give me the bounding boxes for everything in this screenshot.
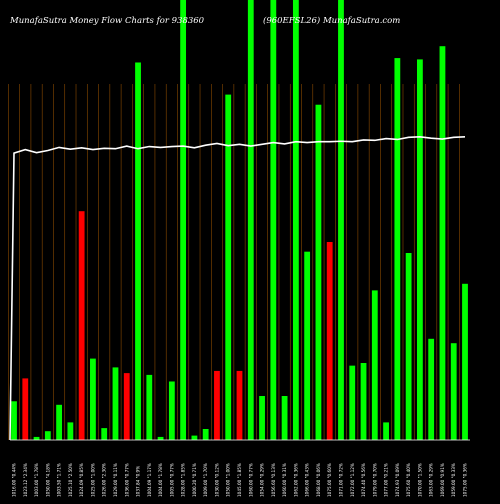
x-tick-label: 1024.09 "0.85% bbox=[79, 463, 84, 497]
x-tick-label: 1023.12 "2.34% bbox=[23, 463, 28, 497]
bar-up-35 bbox=[405, 253, 412, 440]
x-tick-label: 1029.00 "0.11% bbox=[113, 463, 118, 497]
x-tick-label: 1056.60 "0.13% bbox=[271, 463, 276, 497]
bar-down-1 bbox=[22, 378, 29, 440]
x-tick-label: 1072.00 "1.12% bbox=[350, 463, 355, 497]
price-line-layer bbox=[9, 136, 466, 441]
bar-up-22 bbox=[259, 396, 265, 440]
x-tick-label: 1071.00 "0.72% bbox=[338, 463, 343, 497]
x-tick-label: 1068.00 "0.06% bbox=[316, 463, 321, 497]
bar-up-39 bbox=[450, 343, 457, 440]
x-tick-label: 1050.00 "1.00% bbox=[226, 463, 231, 497]
bar-up-23 bbox=[270, 0, 277, 440]
x-tick-label: 1054.00 "0.29% bbox=[260, 463, 265, 497]
bar-up-11 bbox=[135, 62, 141, 440]
x-tick-label: 1004.00 "1.78% bbox=[158, 463, 163, 497]
x-tick-label: 1037.84 "0.9% bbox=[136, 466, 141, 497]
bar-up-17 bbox=[202, 429, 209, 440]
x-tick-label: 1070.00 "1.50% bbox=[417, 463, 422, 497]
bar-up-29 bbox=[338, 0, 344, 440]
x-tick-label: 1077.00 "0.21% bbox=[384, 463, 389, 497]
price-line bbox=[9, 136, 466, 441]
bar-up-8 bbox=[101, 428, 108, 440]
x-tick-label: 1026.00 "2.30% bbox=[102, 463, 107, 497]
chart-subtitle: (960EFSL26) MunafaSutra.com bbox=[263, 15, 400, 26]
chart-title: MunafaSutra Money Flow Charts for 938360 bbox=[9, 16, 205, 26]
bar-up-19 bbox=[225, 94, 232, 440]
bar-down-28 bbox=[326, 242, 333, 440]
bar-up-3 bbox=[44, 431, 51, 440]
x-tick-label: 1069.00 "0.91% bbox=[440, 463, 445, 497]
bar-up-36 bbox=[417, 59, 423, 441]
bar-up-38 bbox=[439, 46, 446, 440]
grid-layer bbox=[8, 84, 460, 440]
bar-up-5 bbox=[67, 422, 74, 440]
x-tick-label: 1009.00 "1.70% bbox=[203, 463, 208, 497]
bar-up-26 bbox=[304, 251, 311, 440]
bar-up-30 bbox=[349, 365, 356, 440]
bar-up-31 bbox=[360, 363, 367, 440]
bar-up-24 bbox=[281, 396, 288, 440]
x-tick-label: 1003.50 "1.71% bbox=[57, 463, 62, 497]
bar-down-18 bbox=[214, 370, 220, 440]
x-tick-label: 1003.00 "1.78% bbox=[34, 463, 39, 497]
x-tick-label: 1075.60 "0.40% bbox=[406, 463, 411, 497]
bar-up-40 bbox=[462, 283, 468, 440]
x-tick-label: 1016.00 "0.44% bbox=[12, 463, 17, 497]
bar-down-20 bbox=[236, 370, 243, 440]
x-tick-label: 1000.20 "0.71% bbox=[192, 463, 197, 497]
bar-up-15 bbox=[180, 0, 187, 440]
x-tick-label: 1079.00 "0.70% bbox=[372, 463, 377, 497]
bar-up-4 bbox=[56, 404, 62, 440]
x-tick-label: 1075.00 "0.36% bbox=[463, 463, 468, 497]
x-tick-label: 1004.09 "1.17% bbox=[147, 463, 152, 497]
bar-up-12 bbox=[146, 374, 153, 440]
bar-up-27 bbox=[315, 104, 322, 440]
bar-up-25 bbox=[292, 0, 299, 440]
bar-up-0 bbox=[11, 401, 17, 440]
x-tick-label: 1045.00 "1.85% bbox=[237, 463, 242, 497]
bar-down-6 bbox=[78, 211, 85, 440]
bar-up-34 bbox=[394, 58, 401, 440]
x-tick-label: 1066.00 "0.43% bbox=[305, 463, 310, 497]
x-tick-label: 1062.00 "0.36% bbox=[293, 463, 298, 497]
bar-up-7 bbox=[90, 358, 96, 440]
x-tick-label: 1060.00 "0.31% bbox=[282, 463, 287, 497]
bar-up-14 bbox=[168, 381, 175, 440]
x-tick-label: 1074.93 "0.09% bbox=[395, 463, 400, 497]
x-tick-labels: 1016.00 "0.44% 1023.12 "2.34% 1003.00 "1.7… bbox=[12, 463, 468, 497]
x-tick-label: 1036.00 "0.77% bbox=[124, 463, 129, 497]
bar-up-13 bbox=[157, 436, 164, 440]
bar-up-16 bbox=[191, 435, 198, 440]
x-tick-label: 1050.00 "4.18% bbox=[45, 463, 50, 497]
x-tick-label: 1063.00 "0.29% bbox=[429, 463, 434, 497]
x-tick-label: 1075.00 "0.60% bbox=[327, 463, 332, 497]
x-tick-label: 1074.40 "0.56% bbox=[361, 463, 366, 497]
x-tick-label: 1059.00 "0.33% bbox=[451, 463, 456, 497]
x-tick-label: 1028.00 "1.85% bbox=[181, 463, 186, 497]
x-tick-label: 1025.00 "1.00% bbox=[90, 463, 95, 497]
bars-layer bbox=[11, 0, 468, 441]
bar-up-9 bbox=[112, 367, 119, 440]
x-tick-label: 1005.00 "0.77% bbox=[169, 463, 174, 497]
bar-up-32 bbox=[371, 290, 378, 440]
bar-up-21 bbox=[247, 0, 254, 440]
bar-up-37 bbox=[428, 338, 435, 440]
bar-up-33 bbox=[383, 422, 389, 440]
bar-up-2 bbox=[33, 436, 40, 440]
bar-down-10 bbox=[123, 373, 130, 440]
x-tick-label: 1030.00 "0.12% bbox=[214, 463, 219, 497]
x-tick-label: 1060.00 "0.77% bbox=[248, 463, 253, 497]
x-tick-label: 1025.10 "2.50% bbox=[68, 463, 73, 497]
